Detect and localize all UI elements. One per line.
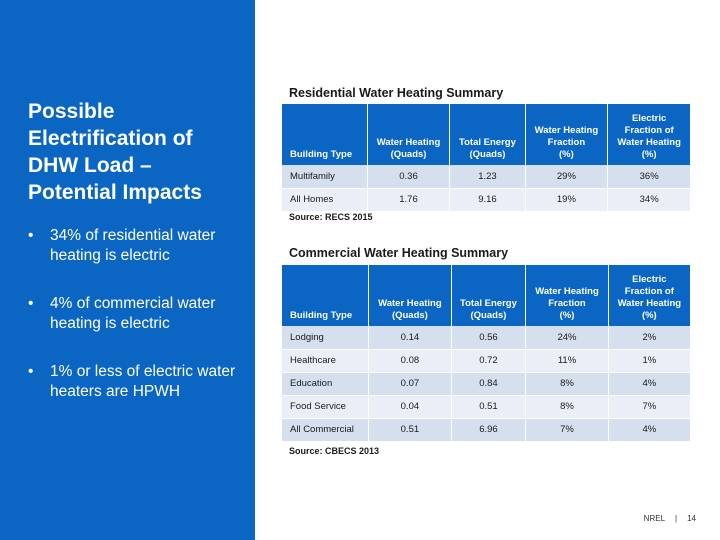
commercial-table-title: Commercial Water Heating Summary	[289, 246, 509, 260]
column-header: Water Heating (Quads)	[367, 104, 451, 165]
column-header: Electric Fraction of Water Heating (%)	[607, 104, 690, 165]
value-cell: 24%	[525, 326, 609, 350]
value-cell: 0.84	[451, 372, 527, 396]
bullet-text: 34% of residential water heating is elec…	[50, 227, 216, 264]
column-header: Electric Fraction of Water Heating (%)	[608, 265, 690, 326]
value-cell: 4%	[608, 418, 690, 442]
table-row: Food Service 0.04 0.51 8% 7%	[282, 395, 690, 419]
value-cell: 0.51	[451, 395, 527, 419]
value-cell: 11%	[525, 349, 609, 373]
table-row: All Homes 1.76 9.16 19% 34%	[282, 188, 690, 212]
slide-title: Possible Electrification of DHW Load – P…	[28, 100, 202, 204]
bullet-dot-icon: •	[28, 363, 34, 380]
table-row: Healthcare 0.08 0.72 11% 1%	[282, 349, 690, 373]
footer-separator: |	[675, 514, 678, 523]
building-type-cell: Food Service	[282, 395, 370, 419]
column-header: Building Type	[282, 104, 368, 165]
bullet-item: • 1% or less of electric water heaters a…	[28, 362, 248, 402]
value-cell: 0.07	[368, 372, 452, 396]
value-cell: 8%	[525, 372, 609, 396]
bullet-list: • 34% of residential water heating is el…	[28, 226, 248, 430]
slide-footer: NREL | 14	[644, 514, 696, 523]
building-type-cell: Healthcare	[282, 349, 370, 373]
table-row: Education 0.07 0.84 8% 4%	[282, 372, 690, 396]
value-cell: 0.56	[451, 326, 527, 350]
column-header: Building Type	[282, 265, 370, 326]
value-cell: 6.96	[451, 418, 527, 442]
value-cell: 0.14	[368, 326, 452, 350]
column-header: Water Heating Fraction (%)	[525, 265, 609, 326]
residential-table-title: Residential Water Heating Summary	[289, 86, 504, 100]
value-cell: 1%	[608, 349, 690, 373]
table-header-row: Building Type Water Heating (Quads) Total …	[282, 104, 690, 165]
column-header: Water Heating Fraction (%)	[525, 104, 609, 165]
commercial-summary-table: Building Type Water Heating (Quads) Total …	[282, 265, 690, 442]
value-cell: 9.16	[449, 188, 526, 212]
value-cell: 1.23	[449, 165, 526, 189]
column-header: Water Heating (Quads)	[368, 265, 452, 326]
column-header: Total Energy (Quads)	[449, 104, 526, 165]
value-cell: 34%	[607, 188, 690, 212]
value-cell: 1.76	[367, 188, 451, 212]
bullet-item: • 4% of commercial water heating is elec…	[28, 294, 248, 334]
residential-source: Source: RECS 2015	[289, 212, 373, 222]
page-number: 14	[687, 514, 696, 523]
value-cell: 0.36	[367, 165, 451, 189]
building-type-cell: Multifamily	[282, 165, 368, 189]
commercial-source: Source: CBECS 2013	[289, 446, 380, 456]
building-type-cell: Lodging	[282, 326, 370, 350]
value-cell: 29%	[525, 165, 609, 189]
value-cell: 2%	[608, 326, 690, 350]
table-row: Multifamily 0.36 1.23 29% 36%	[282, 165, 690, 189]
bullet-text: 4% of commercial water heating is electr…	[50, 295, 216, 332]
building-type-cell: All Commercial	[282, 418, 370, 442]
bullet-text: 1% or less of electric water heaters are…	[50, 363, 236, 400]
value-cell: 0.72	[451, 349, 527, 373]
bullet-dot-icon: •	[28, 295, 34, 312]
bullet-item: • 34% of residential water heating is el…	[28, 226, 248, 266]
bullet-dot-icon: •	[28, 227, 34, 244]
value-cell: 8%	[525, 395, 609, 419]
value-cell: 7%	[608, 395, 690, 419]
value-cell: 19%	[525, 188, 609, 212]
value-cell: 36%	[607, 165, 690, 189]
value-cell: 0.51	[368, 418, 452, 442]
left-panel: Possible Electrification of DHW Load – P…	[0, 0, 255, 540]
table-row: Lodging 0.14 0.56 24% 2%	[282, 326, 690, 350]
residential-summary-table: Building Type Water Heating (Quads) Total …	[282, 104, 690, 212]
building-type-cell: Education	[282, 372, 370, 396]
building-type-cell: All Homes	[282, 188, 368, 212]
value-cell: 7%	[525, 418, 609, 442]
value-cell: 0.04	[368, 395, 452, 419]
table-row: All Commercial 0.51 6.96 7% 4%	[282, 418, 690, 442]
value-cell: 0.08	[368, 349, 452, 373]
footer-org: NREL	[643, 514, 666, 523]
value-cell: 4%	[608, 372, 690, 396]
column-header: Total Energy (Quads)	[451, 265, 527, 326]
table-header-row: Building Type Water Heating (Quads) Total …	[282, 265, 690, 326]
